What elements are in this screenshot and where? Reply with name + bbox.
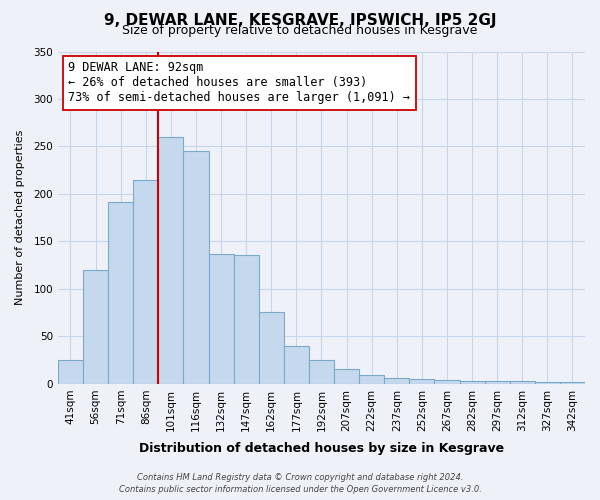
Bar: [284, 346, 309, 384]
Bar: [460, 381, 485, 384]
Bar: [259, 312, 284, 384]
Bar: [384, 378, 409, 384]
Text: Size of property relative to detached houses in Kesgrave: Size of property relative to detached ho…: [122, 24, 478, 37]
Bar: [510, 381, 535, 384]
Bar: [58, 360, 83, 384]
Bar: [535, 382, 560, 384]
Y-axis label: Number of detached properties: Number of detached properties: [15, 130, 25, 306]
Bar: [133, 180, 158, 384]
Bar: [409, 379, 434, 384]
Text: Contains HM Land Registry data © Crown copyright and database right 2024.
Contai: Contains HM Land Registry data © Crown c…: [119, 472, 481, 494]
Bar: [359, 376, 384, 384]
Bar: [560, 382, 585, 384]
Bar: [184, 151, 209, 384]
Bar: [233, 254, 259, 384]
X-axis label: Distribution of detached houses by size in Kesgrave: Distribution of detached houses by size …: [139, 442, 504, 455]
Bar: [485, 381, 510, 384]
Text: 9, DEWAR LANE, KESGRAVE, IPSWICH, IP5 2GJ: 9, DEWAR LANE, KESGRAVE, IPSWICH, IP5 2G…: [104, 12, 496, 28]
Text: 9 DEWAR LANE: 92sqm
← 26% of detached houses are smaller (393)
73% of semi-detac: 9 DEWAR LANE: 92sqm ← 26% of detached ho…: [68, 62, 410, 104]
Bar: [108, 202, 133, 384]
Bar: [83, 270, 108, 384]
Bar: [309, 360, 334, 384]
Bar: [334, 368, 359, 384]
Bar: [209, 254, 233, 384]
Bar: [158, 137, 184, 384]
Bar: [434, 380, 460, 384]
